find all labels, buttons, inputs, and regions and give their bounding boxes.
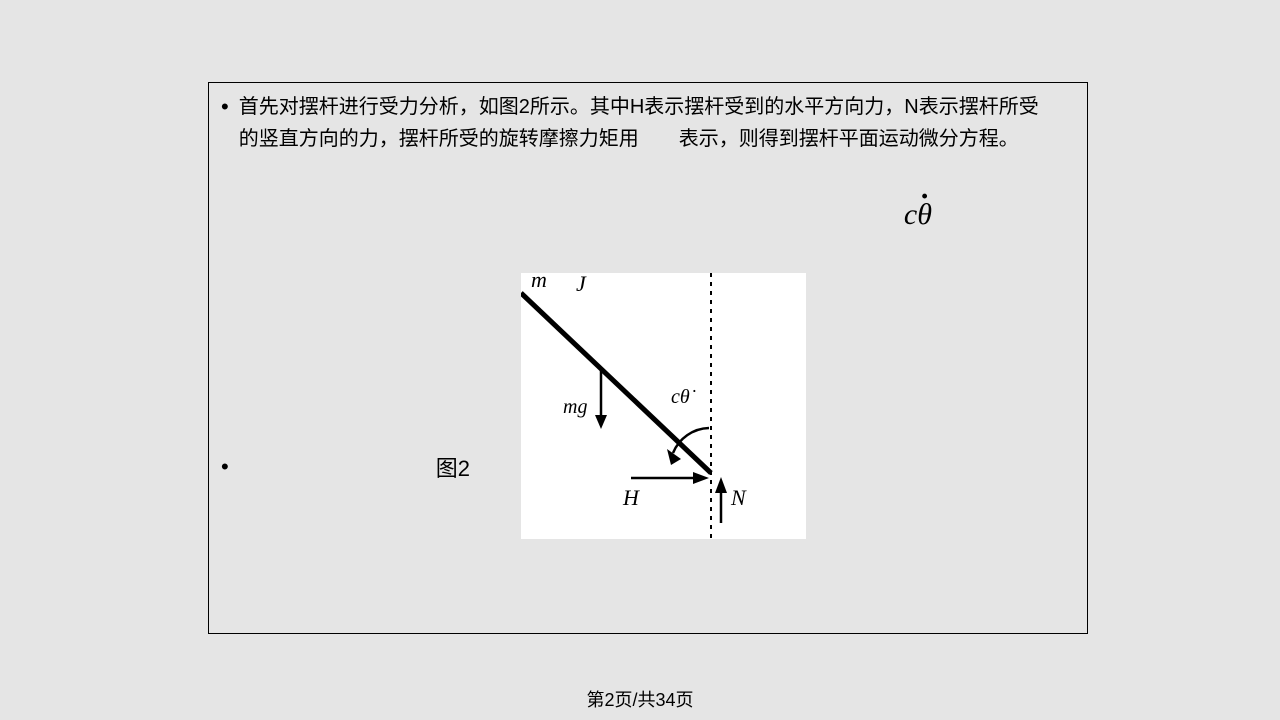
bullet-dot-icon: • [221,451,229,483]
figure-caption: 图2 [436,451,470,483]
formula-ctheta-dot: cθ [904,198,932,232]
bullet-item-1: • 首先对摆杆进行受力分析，如图2所示。其中H表示摆杆受到的水平方向力，N表示摆… [209,83,1087,155]
force-diagram: m J mg cθ̇ H N [521,273,806,539]
diagram-svg: m J mg cθ̇ H N [521,273,806,539]
label-ctheta: cθ̇ [671,386,696,408]
slide-container: • 首先对摆杆进行受力分析，如图2所示。其中H表示摆杆受到的水平方向力，N表示摆… [208,82,1088,634]
bullet-text-1: 首先对摆杆进行受力分析，如图2所示。其中H表示摆杆受到的水平方向力，N表示摆杆所… [239,91,1057,155]
label-H: H [622,485,640,510]
label-m: m [531,273,547,292]
label-N: N [730,485,747,510]
formula-theta-dot: θ [917,198,932,232]
bullet-dot-icon: • [221,91,229,123]
page-footer: 第2页/共34页 [0,686,1280,712]
label-mg: mg [563,396,587,418]
formula-c: c [904,198,917,231]
label-J: J [576,273,587,296]
